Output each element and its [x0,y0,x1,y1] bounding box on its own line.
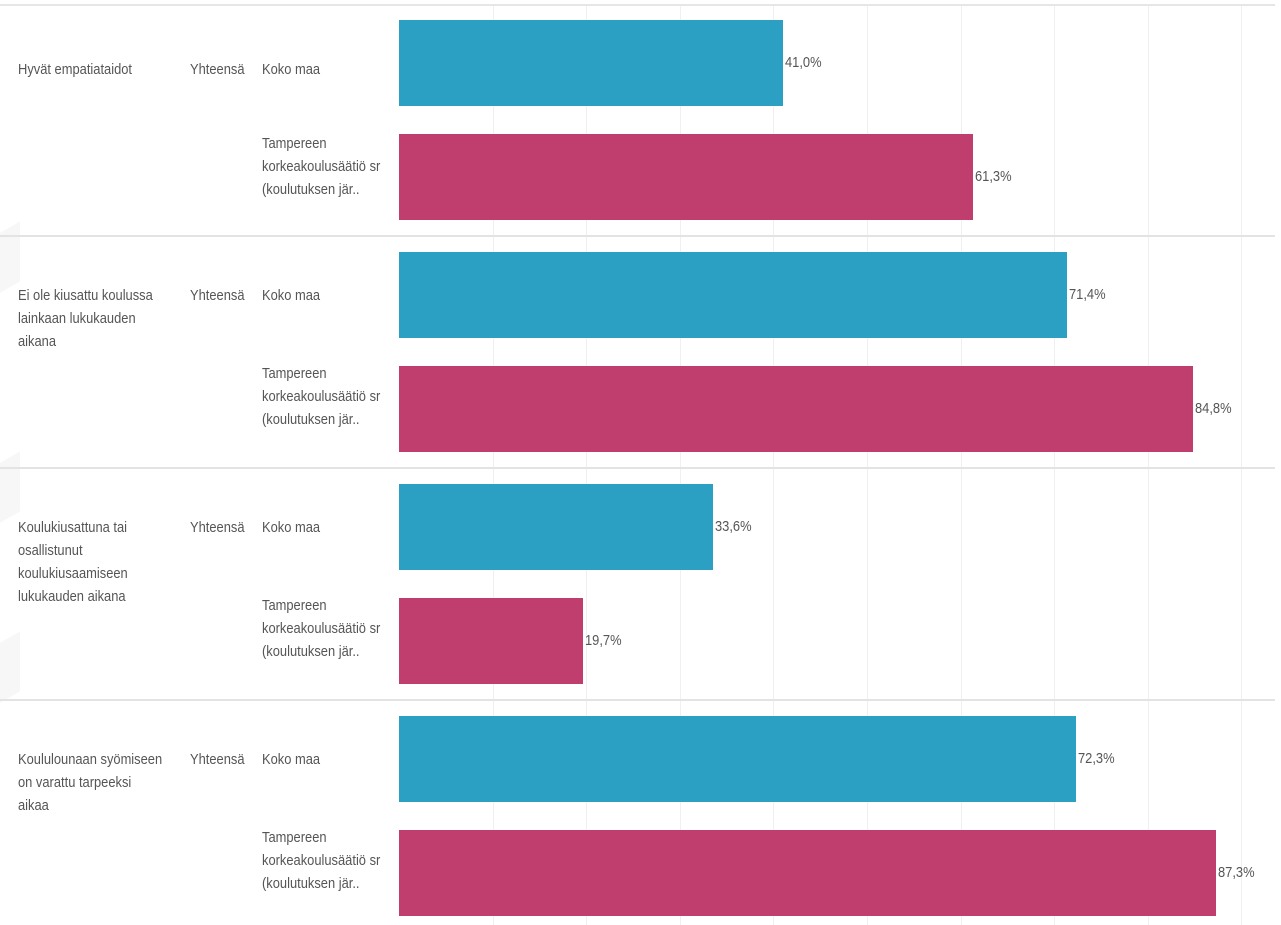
bar-koko-maa[interactable] [399,484,714,570]
gridline [1148,6,1149,925]
region-label: Tampereen korkeakoulusäätiö sr (koulutuk… [262,365,381,428]
metric-label: Koululounaan syömiseen on varattu tarpee… [18,751,163,814]
region-label: Koko maa [262,751,321,768]
total-label: Yhteensä [190,287,245,304]
region-label: Tampereen korkeakoulusäätiö sr (koulutuk… [262,135,381,198]
top-divider [0,4,1275,6]
gridline [1241,6,1242,925]
metric-label: Ei ole kiusattu koulussa lainkaan lukuka… [18,287,153,350]
region-label: Koko maa [262,287,321,304]
value-label: 84,8% [1194,400,1232,417]
bar-tampere[interactable] [399,134,973,220]
total-label: Yhteensä [190,519,245,536]
gridline [586,6,587,925]
value-label: 72,3% [1077,750,1115,767]
bar-koko-maa[interactable] [399,20,783,106]
value-label: 71,4% [1069,286,1106,303]
gridline [867,6,868,925]
metric-label: Koulukiusattuna tai osallistunut kouluki… [18,519,128,605]
gridline [1054,6,1055,925]
bar-tampere[interactable] [399,598,584,684]
metric-group: Koululounaan syömiseen on varattu tarpee… [0,702,1275,925]
total-label: Yhteensä [190,61,245,78]
group-divider [0,235,1275,237]
region-label: Tampereen korkeakoulusäätiö sr (koulutuk… [262,829,381,892]
gridline [773,6,774,925]
gridline [680,6,681,925]
total-label: Yhteensä [190,751,245,768]
metric-group: Ei ole kiusattu koulussa lainkaan lukuka… [0,238,1275,469]
bar-koko-maa[interactable] [399,252,1068,338]
region-label: Tampereen korkeakoulusäätiö sr (koulutuk… [262,597,381,660]
plot-area: 41,0% 71,4% 33,6% 72,3% 61,3% 84,8% 19,7% 87,3% [399,6,1275,925]
gridline [961,6,962,925]
region-label: Koko maa [262,61,321,78]
group-divider [0,699,1275,701]
region-label: Koko maa [262,519,321,536]
metric-label: Hyvät empatiataidot [18,61,133,78]
value-label: 61,3% [974,168,1012,185]
gridline [493,6,494,925]
value-label: 19,7% [585,632,622,649]
metric-group: Hyvät empatiataidot Yhteensä Koko maa Ta… [0,6,1275,237]
value-label: 41,0% [784,54,822,71]
value-label: 33,6% [715,518,753,535]
value-label: 87,3% [1218,864,1255,881]
group-divider [0,467,1275,469]
metric-group: Koulukiusattuna tai osallistunut kouluki… [0,470,1275,701]
bar-tampere[interactable] [399,366,1193,452]
bar-tampere[interactable] [399,830,1217,916]
bar-koko-maa[interactable] [399,716,1076,802]
